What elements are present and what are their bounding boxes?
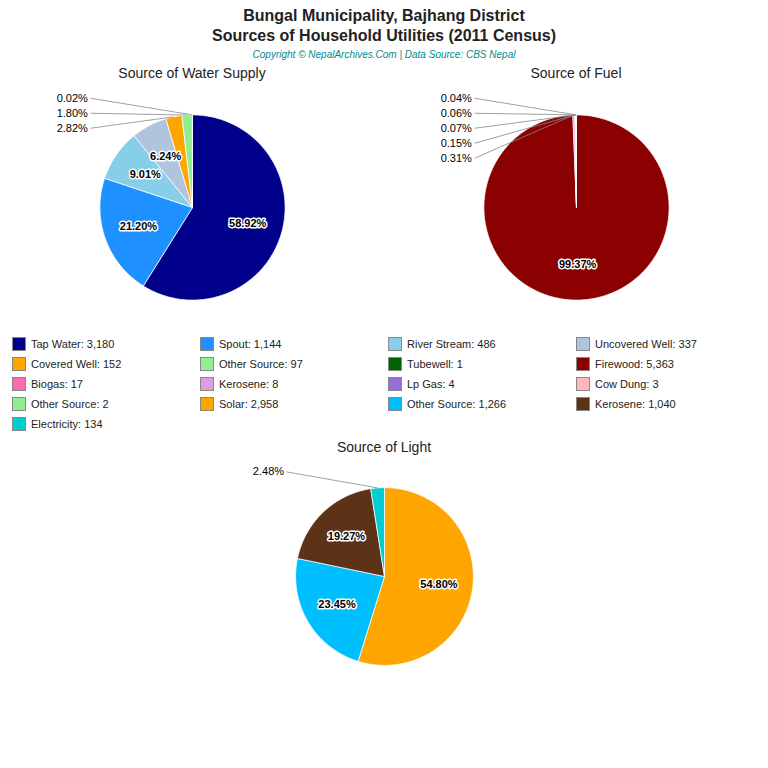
html-text:Tubewell: 1: Tubewell: 1 (407, 358, 463, 370)
html-text:Kerosene: 8: Kerosene: 8 (219, 378, 279, 390)
svg-text:23.45%: 23.45% (318, 598, 356, 610)
svg-text:1.80%: 1.80% (57, 107, 88, 119)
html-text:Covered Well: 152: Covered Well: 152 (31, 358, 122, 370)
svg-text:54.80%: 54.80% (420, 578, 458, 590)
svg-text:0.15%: 0.15% (441, 137, 472, 149)
html-text:Biogas: 17: Biogas: 17 (31, 378, 83, 390)
html-text:Other Source: 1,266: Other Source: 1,266 (407, 398, 507, 410)
html-text:Spout: 1,144: Spout: 1,144 (219, 338, 282, 350)
svg-text:58.92%: 58.92% (229, 217, 267, 229)
svg-text:2.82%: 2.82% (57, 122, 88, 134)
svg-text:9.01%: 9.01% (130, 168, 161, 180)
html-text:Source of Water Supply: Source of Water Supply (118, 65, 266, 81)
html-text:Uncovered Well: 337: Uncovered Well: 337 (595, 338, 697, 350)
svg-text:2.48%: 2.48% (253, 465, 284, 477)
html-text:Cow Dung: 3: Cow Dung: 3 (595, 378, 659, 390)
svg-text:0.02%: 0.02% (57, 92, 88, 104)
svg-text:19.27%: 19.27% (328, 530, 366, 542)
html-text:Bungal Municipality, Bajhang D: Bungal Municipality, Bajhang District (243, 7, 525, 24)
html-text:Sources of Household Utilities: Sources of Household Utilities (2011 Cen… (212, 27, 556, 44)
html-text:Lp Gas: 4: Lp Gas: 4 (407, 378, 455, 390)
svg-text:0.31%: 0.31% (441, 152, 472, 164)
svg-text:6.24%: 6.24% (150, 150, 181, 162)
html-text:Copyright © NepalArchives.Com: Copyright © NepalArchives.Com | Data Sou… (252, 49, 516, 60)
svg-text:0.06%: 0.06% (441, 107, 472, 119)
svg-text:0.07%: 0.07% (441, 122, 472, 134)
html-text:Source of Light: Source of Light (336, 439, 432, 455)
svg-text:21.20%: 21.20% (120, 220, 158, 232)
html-text:Solar: 2,958: Solar: 2,958 (219, 398, 279, 410)
html-text:Source of Fuel: Source of Fuel (530, 65, 622, 81)
html-text:Tap Water: 3,180: Tap Water: 3,180 (31, 338, 115, 350)
html-text:Other Source: 97: Other Source: 97 (219, 358, 303, 370)
html-text:Firewood: 5,363: Firewood: 5,363 (595, 358, 674, 370)
html-text:Electricity: 134: Electricity: 134 (31, 418, 103, 430)
html-text:River Stream: 486: River Stream: 486 (407, 338, 496, 350)
svg-text:0.04%: 0.04% (441, 92, 472, 104)
html-text:Other Source: 2: Other Source: 2 (31, 398, 109, 410)
svg-text:99.37%: 99.37% (559, 258, 597, 270)
html-text:Kerosene: 1,040: Kerosene: 1,040 (595, 398, 676, 410)
